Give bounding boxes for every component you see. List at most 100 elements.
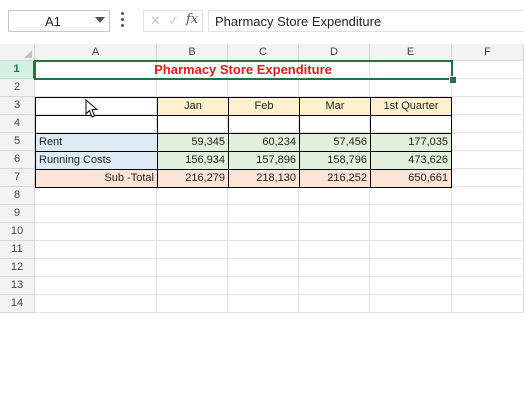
grid-cell[interactable] [228,79,299,97]
value-cell[interactable]: 158,796 [299,151,371,170]
value-cell[interactable]: 60,234 [228,133,300,152]
grid-cell[interactable] [370,79,452,97]
header-1st-quarter[interactable]: 1st Quarter [370,97,452,116]
grid-cell[interactable] [35,295,157,313]
blank-cell[interactable] [299,115,371,134]
select-all-button[interactable] [0,44,35,61]
grid-cell[interactable] [299,205,370,223]
grid-cell[interactable] [452,223,524,241]
grid-cell[interactable] [452,79,524,97]
grid-cell[interactable] [370,223,452,241]
grid-cell[interactable] [299,79,370,97]
grid-cell[interactable] [370,187,452,205]
value-cell[interactable]: 59,345 [157,133,229,152]
grid-cell[interactable] [452,277,524,295]
grid-cell[interactable] [35,205,157,223]
grid-cell[interactable] [157,277,228,295]
grid-cell[interactable] [452,133,524,151]
grid-cell[interactable] [35,97,157,115]
grid-cell[interactable] [35,277,157,295]
row-header-11[interactable]: 11 [0,241,35,259]
grid-cell[interactable] [452,241,524,259]
value-cell[interactable]: 177,035 [370,133,452,152]
grid-cell[interactable] [452,295,524,313]
grid-cell[interactable] [157,79,228,97]
value-cell[interactable]: 473,626 [370,151,452,170]
grid-cell[interactable] [35,79,157,97]
grid-cell[interactable] [35,223,157,241]
value-cell[interactable]: 156,934 [157,151,229,170]
grid-cell[interactable] [299,223,370,241]
row-label-running-costs[interactable]: Running Costs [35,151,158,170]
insert-function-icon[interactable]: fx [186,12,199,27]
grid-cell[interactable] [299,259,370,277]
grid-cell[interactable] [452,259,524,277]
header-jan[interactable]: Jan [157,97,229,116]
column-header-b[interactable]: B [157,44,228,61]
row-header-4[interactable]: 4 [0,115,35,133]
grid-cell[interactable] [228,277,299,295]
grid-cell[interactable] [299,295,370,313]
grid-cell[interactable] [157,223,228,241]
grid-cell[interactable] [228,241,299,259]
column-header-e[interactable]: E [370,44,452,61]
grid-cell[interactable] [228,259,299,277]
row-header-10[interactable]: 10 [0,223,35,241]
row-header-12[interactable]: 12 [0,259,35,277]
grid-cell[interactable] [452,169,524,187]
grid-cell[interactable] [157,241,228,259]
value-cell[interactable]: 218,130 [228,169,300,188]
grid-cell[interactable] [452,205,524,223]
row-header-8[interactable]: 8 [0,187,35,205]
column-header-a[interactable]: A [35,44,157,61]
column-header-d[interactable]: D [299,44,370,61]
grid-cell[interactable] [452,187,524,205]
header-mar[interactable]: Mar [299,97,371,116]
grid-cell[interactable] [35,115,157,133]
grid-cell[interactable] [157,187,228,205]
grid-cell[interactable] [452,97,524,115]
grid-cell[interactable] [299,241,370,259]
grid-cell[interactable] [228,115,299,133]
more-options-icon[interactable] [121,12,125,30]
grid-cell[interactable] [228,295,299,313]
grid-cell[interactable] [452,61,524,79]
column-header-c[interactable]: C [228,44,299,61]
header-feb[interactable]: Feb [228,97,300,116]
grid-cell[interactable] [228,205,299,223]
fill-handle[interactable] [449,76,457,84]
grid-cell[interactable] [299,277,370,295]
grid-cell[interactable] [452,115,524,133]
grid-cell[interactable] [370,205,452,223]
row-label-rent[interactable]: Rent [35,133,158,152]
row-header-13[interactable]: 13 [0,277,35,295]
column-header-f[interactable]: F [452,44,524,61]
value-cell[interactable]: 216,279 [157,169,229,188]
grid-cell[interactable] [157,115,228,133]
row-header-7[interactable]: 7 [0,169,35,187]
grid-cell[interactable] [157,295,228,313]
confirm-icon[interactable]: ✓ [168,13,179,28]
value-cell[interactable]: 650,661 [370,169,452,188]
grid-cell[interactable] [299,187,370,205]
grid-cell[interactable] [370,295,452,313]
grid-cell[interactable] [228,223,299,241]
name-box[interactable]: A1 [8,10,110,32]
title-cell[interactable]: Pharmacy Store Expenditure [35,61,452,79]
row-header-1[interactable]: 1 [0,61,35,79]
value-cell[interactable]: 216,252 [299,169,371,188]
value-cell[interactable]: 157,896 [228,151,300,170]
grid-cell[interactable] [35,241,157,259]
blank-cell[interactable] [228,115,300,134]
blank-cell[interactable] [370,115,452,134]
chevron-down-icon[interactable] [95,17,105,23]
row-header-2[interactable]: 2 [0,79,35,97]
grid-cell[interactable] [299,115,370,133]
row-header-3[interactable]: 3 [0,97,35,115]
row-header-6[interactable]: 6 [0,151,35,169]
grid-cell[interactable] [157,259,228,277]
value-cell[interactable]: 57,456 [299,133,371,152]
blank-cell[interactable] [157,115,229,134]
formula-input[interactable]: Pharmacy Store Expenditure [208,10,524,32]
grid-cell[interactable] [157,205,228,223]
